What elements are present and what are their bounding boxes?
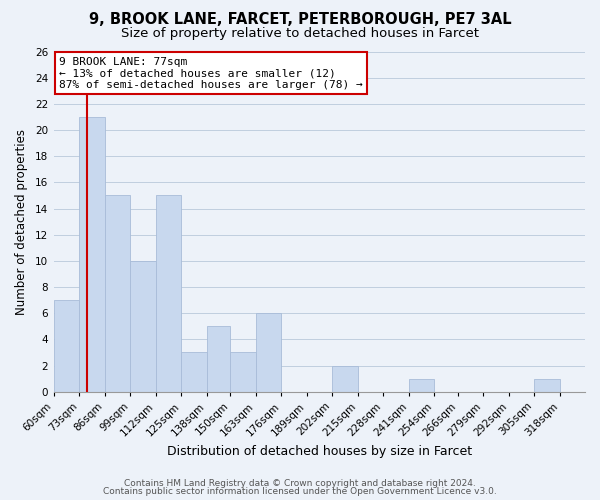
Y-axis label: Number of detached properties: Number of detached properties [15, 128, 28, 314]
Bar [155, 196, 181, 392]
Bar [105, 196, 130, 392]
Text: Contains HM Land Registry data © Crown copyright and database right 2024.: Contains HM Land Registry data © Crown c… [124, 478, 476, 488]
Bar [130, 261, 155, 392]
Bar [181, 352, 206, 392]
Bar [54, 300, 79, 392]
Bar [206, 326, 230, 392]
Bar [230, 352, 256, 392]
Text: 9, BROOK LANE, FARCET, PETERBOROUGH, PE7 3AL: 9, BROOK LANE, FARCET, PETERBOROUGH, PE7… [89, 12, 511, 28]
Bar [534, 378, 560, 392]
Bar [256, 313, 281, 392]
X-axis label: Distribution of detached houses by size in Farcet: Distribution of detached houses by size … [167, 444, 472, 458]
Text: Contains public sector information licensed under the Open Government Licence v3: Contains public sector information licen… [103, 487, 497, 496]
Bar [332, 366, 358, 392]
Bar [79, 117, 105, 392]
Text: 9 BROOK LANE: 77sqm
← 13% of detached houses are smaller (12)
87% of semi-detach: 9 BROOK LANE: 77sqm ← 13% of detached ho… [59, 56, 363, 90]
Text: Size of property relative to detached houses in Farcet: Size of property relative to detached ho… [121, 28, 479, 40]
Bar [409, 378, 434, 392]
